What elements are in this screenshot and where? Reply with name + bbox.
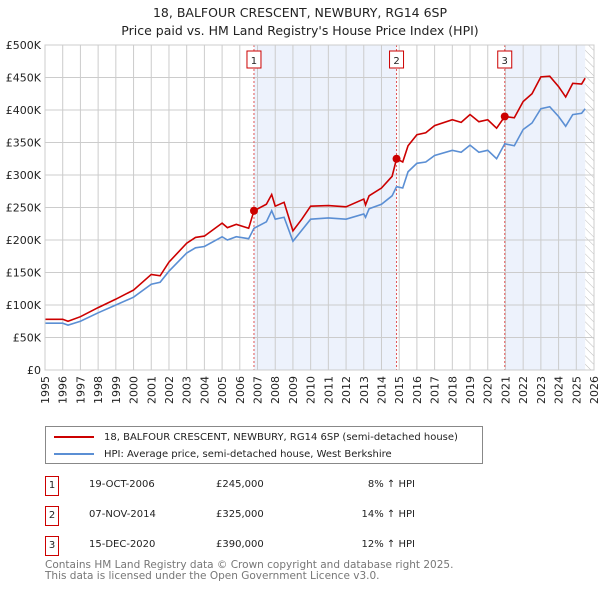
x-tick-label: 2006 — [234, 376, 247, 404]
legend-item-hpi: HPI: Average price, semi-detached house,… — [54, 446, 392, 462]
sale-badge-label: 3 — [502, 56, 508, 67]
y-tick-label: £350K — [6, 137, 42, 150]
x-tick-label: 2025 — [570, 376, 583, 404]
y-tick-label: £150K — [6, 267, 42, 280]
sale-number-badge: 1 — [45, 476, 59, 496]
legend-label: 18, BALFOUR CRESCENT, NEWBURY, RG14 6SP … — [104, 431, 458, 443]
sale-row: 3 15-DEC-2020 £390,000 12% ↑ HPI — [45, 536, 465, 556]
plot-area: 1995 1996 1997 1998 1999 2000 2001 2002 2003 2004… — [6, 39, 600, 404]
sale-badge — [389, 50, 405, 69]
sale-date: 15-DEC-2020 — [89, 539, 156, 550]
y-tick-label: £400K — [6, 104, 42, 117]
y-tick-label: £100K — [6, 299, 42, 312]
x-tick-label: 2020 — [482, 376, 495, 404]
x-tick-label: 2021 — [499, 376, 512, 404]
sale-price: £325,000 — [216, 509, 264, 520]
y-tick-label: £0 — [27, 364, 41, 377]
legend-swatch — [54, 453, 94, 455]
chart-title: 18, BALFOUR CRESCENT, NEWBURY, RG14 6SP — [152, 5, 448, 20]
sale-date: 07-NOV-2014 — [89, 509, 156, 520]
series-line — [45, 75, 586, 323]
x-tick-label: 2008 — [269, 376, 282, 404]
legend-label: HPI: Average price, semi-detached house,… — [104, 448, 392, 460]
sale-row: 2 07-NOV-2014 £325,000 14% ↑ HPI — [45, 506, 465, 526]
x-tick-label: 2000 — [128, 376, 141, 404]
sale-point — [392, 154, 401, 163]
sale-row: 1 19-OCT-2006 £245,000 8% ↑ HPI — [45, 476, 465, 496]
x-tick-label: 2007 — [252, 376, 265, 404]
x-tick-label: 2009 — [287, 376, 300, 404]
sale-badge — [246, 50, 262, 69]
x-tick-label: 2022 — [517, 376, 530, 404]
x-tick-label: 2003 — [181, 376, 194, 404]
footer-line: This data is licensed under the Open Gov… — [45, 570, 380, 582]
footer: Contains HM Land Registry data © Crown c… — [45, 560, 453, 582]
sale-badge — [497, 50, 513, 69]
sale-badge-label: 1 — [251, 56, 257, 67]
footer-line: Contains HM Land Registry data © Crown c… — [45, 559, 454, 571]
sale-number-badge: 3 — [45, 536, 59, 556]
x-tick-label: 1998 — [92, 376, 105, 404]
y-tick-label: £500K — [6, 39, 42, 52]
x-tick-label: 2023 — [535, 376, 548, 404]
x-tick-label: 2013 — [358, 376, 371, 404]
x-tick-label: 2004 — [198, 376, 211, 404]
sale-badge-label: 2 — [393, 56, 399, 67]
sale-number-badge: 2 — [45, 506, 59, 526]
legend: 18, BALFOUR CRESCENT, NEWBURY, RG14 6SP … — [45, 426, 483, 464]
x-tick-label: 2002 — [163, 376, 176, 404]
x-tick-label: 2010 — [305, 376, 318, 404]
sale-hpi-change: 12% ↑ HPI — [361, 539, 415, 550]
y-tick-label: £250K — [6, 202, 42, 215]
x-tick-label: 2017 — [429, 376, 442, 404]
x-tick-label: 2001 — [145, 376, 158, 404]
chart-subtitle: Price paid vs. HM Land Registry's House … — [121, 23, 479, 38]
y-tick-label: £200K — [6, 234, 42, 247]
sale-date: 19-OCT-2006 — [89, 479, 155, 490]
y-tick-label: £300K — [6, 169, 42, 182]
x-tick-label: 1999 — [110, 376, 123, 404]
sale-hpi-change: 14% ↑ HPI — [361, 509, 415, 520]
x-tick-label: 1997 — [74, 376, 87, 404]
sale-hpi-change: 8% ↑ HPI — [367, 479, 415, 490]
x-tick-label: 2012 — [340, 376, 353, 404]
sale-price: £245,000 — [216, 479, 264, 490]
legend-item-property: 18, BALFOUR CRESCENT, NEWBURY, RG14 6SP … — [54, 429, 458, 445]
x-tick-label: 2016 — [411, 376, 424, 404]
sale-point — [249, 206, 258, 215]
x-tick-label: 2011 — [322, 376, 335, 404]
plot-border — [44, 44, 595, 371]
x-tick-label: 1995 — [39, 376, 52, 404]
sale-price: £390,000 — [216, 539, 264, 550]
x-tick-label: 2019 — [464, 376, 477, 404]
sale-point — [500, 112, 509, 121]
x-tick-label: 2014 — [375, 376, 388, 404]
x-tick-label: 2015 — [393, 376, 406, 404]
y-tick-label: £450K — [6, 72, 42, 85]
x-tick-label: 2026 — [588, 376, 600, 404]
y-tick-label: £50K — [13, 332, 42, 345]
x-tick-label: 2005 — [216, 376, 229, 404]
legend-swatch — [54, 436, 94, 438]
x-tick-label: 2018 — [446, 376, 459, 404]
x-tick-label: 2024 — [553, 376, 566, 404]
series-line — [45, 105, 586, 326]
x-tick-label: 1996 — [57, 376, 70, 404]
